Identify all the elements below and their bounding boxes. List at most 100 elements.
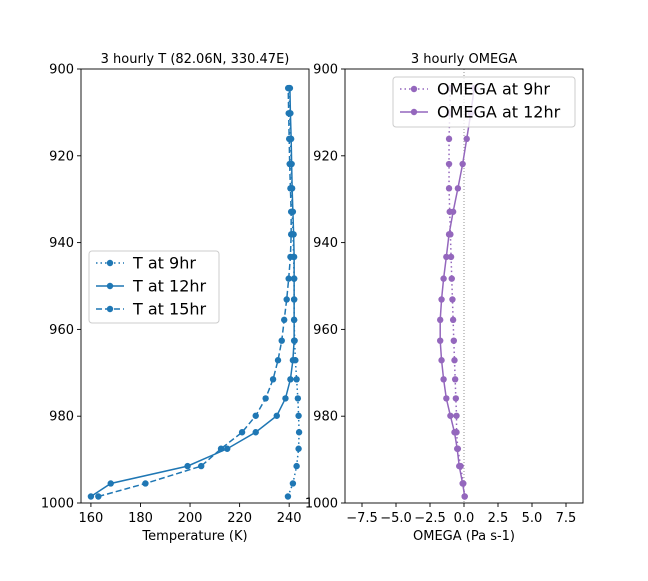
series-1-point-14 [447,253,455,261]
y-tick-label-5: 980 [49,410,74,425]
x-tick-label-3: 200 [178,511,203,526]
series-1-point-6 [295,412,302,419]
series-2-point-11 [290,316,298,324]
series-2-point-16 [449,208,457,215]
y-tick-label-3: 940 [49,236,74,251]
chart-title: 3 hourly OMEGA [411,52,517,67]
x-tick-label-2: 180 [128,511,153,526]
series-2-point-9 [438,357,445,364]
series-3-point-12 [283,296,290,303]
series-2-point-10 [290,337,298,344]
y-tick-label-3: 940 [313,236,338,251]
series-1-point-7 [452,395,460,402]
series-1-point-19 [445,135,453,143]
x-tick-label-6: 5.0 [522,511,543,526]
legend-label-3: T at 15hr [132,300,207,319]
series-group [437,84,478,500]
y-tick-label-2: 920 [49,149,74,164]
series-3-point-2 [142,480,149,487]
x-tick-label-1: 160 [78,511,103,526]
series-2-point-4 [224,445,231,452]
series-1-point-18 [445,160,453,168]
series-3-point-7 [262,395,269,402]
series-1-point-5 [295,429,303,436]
series-2-point-13 [290,275,298,282]
series-2-point-2 [107,480,114,487]
series-3-point-17 [287,185,294,192]
series-3-point-19 [285,135,293,143]
y-tick-label-6: 1000 [41,497,74,512]
series-2-point-17 [454,185,462,192]
series-2-point-1 [87,493,95,500]
series-2-point-19 [463,135,470,143]
series-1-point-2 [289,480,297,487]
series-2-point-1 [461,493,468,500]
series-line-1 [287,88,300,497]
series-3-point-1 [95,493,102,500]
x-tick-label-4: 0.0 [454,511,475,526]
legend-box [392,76,576,128]
series-3-point-14 [287,253,294,261]
x-tick-label-7: 7.5 [556,511,577,526]
y-tick-label-6: 1000 [305,497,338,512]
legend: OMEGA at 9hr OMEGA at 12hr [392,76,576,128]
series-1-point-12 [449,296,456,303]
legend: T at 9hr T at 12hr T at 15hr [88,250,220,324]
legend-marker-2 [106,282,114,290]
series-2-point-12 [438,296,445,303]
series-2-point-5 [451,429,458,436]
y-tick-label-4: 960 [313,323,338,338]
series-2-point-18 [459,160,466,168]
x-tick-label-2: −5.0 [380,511,412,526]
series-1-point-4 [295,445,302,452]
series-2-point-6 [273,412,280,419]
series-3-point-8 [269,376,277,383]
series-3-point-16 [287,208,295,215]
legend-marker-3 [106,305,114,313]
series-2-point-12 [290,296,298,303]
series-3-point-4 [217,445,225,452]
series-1-point-13 [448,275,455,282]
series-3-point-21 [284,84,292,92]
series-2-point-15 [445,231,453,238]
series-1-point-11 [449,316,457,324]
x-tick-label-3: −2.5 [414,511,446,526]
axes-frame [80,68,310,504]
series-2-point-3 [456,462,463,470]
series-2-point-7 [443,395,450,402]
series-1-point-6 [453,412,460,419]
series-3-point-6 [252,412,259,419]
chart-title: 3 hourly T (82.06N, 330.47E) [101,52,290,67]
series-1-point-3 [293,462,300,470]
series-2-point-7 [282,395,289,402]
series-3-point-5 [238,429,246,436]
series-2-point-6 [447,412,454,419]
series-3-point-10 [278,337,285,344]
x-axis-label: Temperature (K) [141,529,247,544]
series-3-point-9 [274,357,282,364]
legend-label-2: T at 12hr [132,277,207,296]
legend-box [88,250,220,324]
x-axis-label: OMEGA (Pa s-1) [413,529,515,544]
y-tick-label-1: 900 [313,63,338,78]
series-1-point-1 [284,493,292,500]
legend-marker-1 [410,85,418,93]
series-3-point-11 [281,316,288,324]
x-tick-label-5: 240 [277,511,302,526]
x-tick-label-5: 2.5 [488,511,509,526]
series-3-point-18 [286,160,293,168]
y-tick-label-2: 920 [313,149,338,164]
series-1-point-7 [294,395,302,402]
series-1-point-10 [450,337,457,344]
series-group [87,84,303,500]
series-3-point-15 [287,231,295,238]
x-tick-label-4: 220 [227,511,252,526]
series-2-point-13 [440,275,447,282]
series-2-point-5 [252,429,259,436]
series-2-point-8 [287,376,294,383]
series-2-point-14 [443,253,450,261]
series-2-point-11 [437,316,444,324]
series-3-point-13 [285,275,292,282]
y-tick-label-1: 900 [49,63,74,78]
